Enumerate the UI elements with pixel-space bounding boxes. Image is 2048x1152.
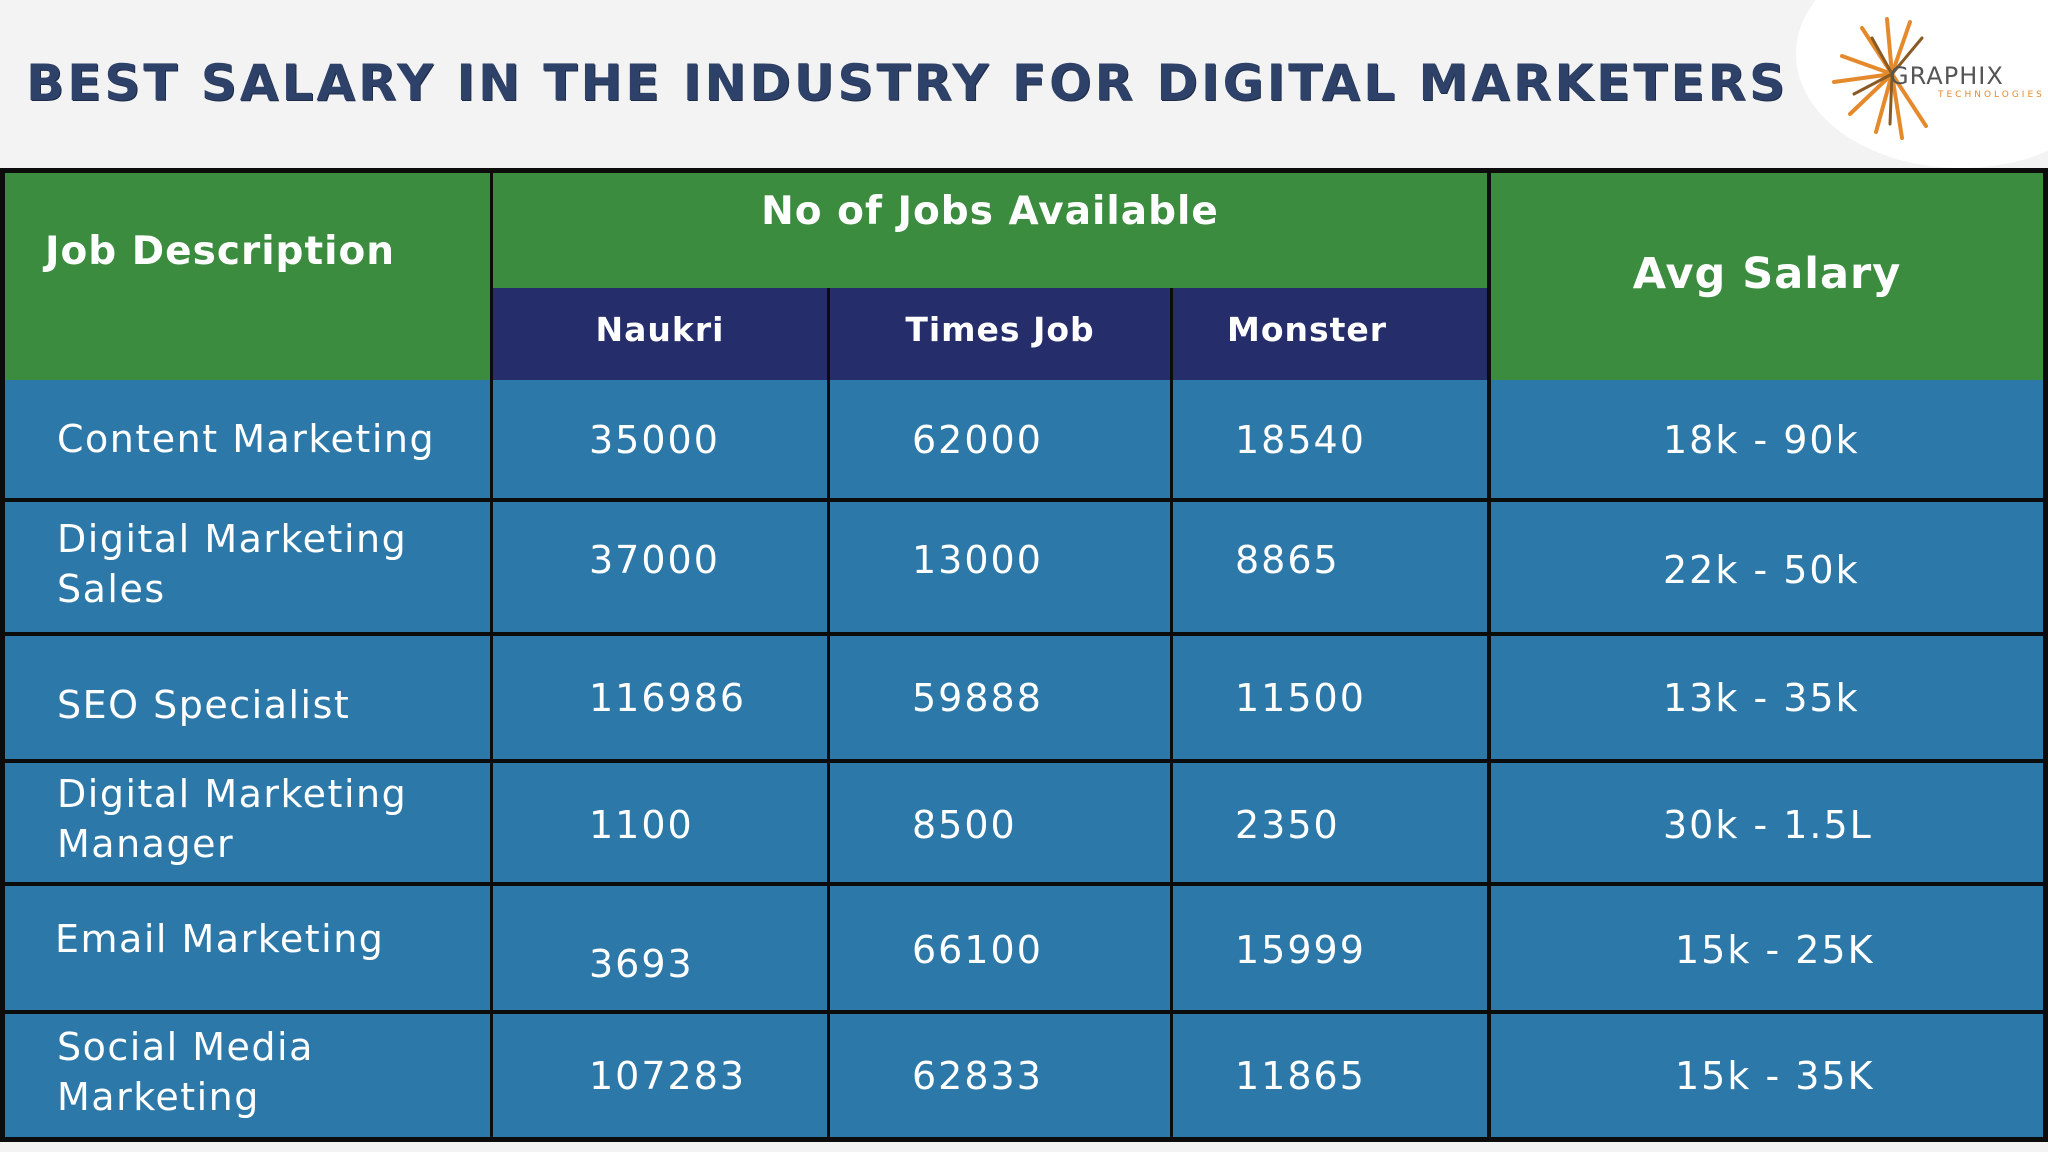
times-job-count-cell: 13000 xyxy=(830,502,1170,632)
avg-salary-value: 15k - 25K xyxy=(1675,928,1875,972)
monster-count-cell: 11500 xyxy=(1173,636,1487,759)
job-title: Content Marketing xyxy=(57,417,436,461)
times-job-count: 13000 xyxy=(912,538,1043,582)
naukri-count-cell: 107283 xyxy=(493,1014,827,1137)
jobs-available-header-cell: No of Jobs Available xyxy=(493,173,1487,288)
page-header: BEST SALARY IN THE INDUSTRY FOR DIGITAL … xyxy=(0,0,2048,168)
naukri-count-cell: 1100 xyxy=(493,763,827,882)
naukri-count-cell: 37000 xyxy=(493,502,827,632)
naukri-count: 3693 xyxy=(589,942,694,986)
avg-salary-cell: 13k - 35k xyxy=(1491,636,2043,759)
naukri-count-cell: 35000 xyxy=(493,380,827,498)
logo-subtext: TECHNOLOGIES xyxy=(1938,90,2045,100)
avg-salary-cell: 15k - 35K xyxy=(1491,1014,2043,1137)
job-title: Email Marketing xyxy=(55,917,385,961)
job-title: SEO Specialist xyxy=(57,683,351,727)
times-job-count: 59888 xyxy=(912,676,1043,720)
times-job-count-cell: 59888 xyxy=(830,636,1170,759)
monster-count-cell: 11865 xyxy=(1173,1014,1487,1137)
naukri-count: 116986 xyxy=(589,676,747,720)
times-job-count-cell: 62000 xyxy=(830,380,1170,498)
table-row-job-cell: Digital Marketing Manager xyxy=(5,763,490,882)
monster-count-cell: 18540 xyxy=(1173,380,1487,498)
logo-text: GRAPHIX xyxy=(1890,62,2004,90)
portal-header-monster: Monster xyxy=(1173,288,1487,380)
naukri-count: 1100 xyxy=(589,803,694,847)
avg-salary-cell: 15k - 25K xyxy=(1491,886,2043,1010)
avg-salary-cell: 30k - 1.5L xyxy=(1491,763,2043,882)
avg-salary-cell: 18k - 90k xyxy=(1491,380,2043,498)
monster-count: 11500 xyxy=(1235,676,1366,720)
avg-salary-cell: 22k - 50k xyxy=(1491,502,2043,632)
avg-salary-header: Avg Salary xyxy=(1632,249,1902,299)
monster-count: 11865 xyxy=(1235,1054,1366,1098)
monster-count: 8865 xyxy=(1235,538,1340,582)
sunburst-icon xyxy=(1832,17,1928,140)
times-job-count: 8500 xyxy=(912,803,1017,847)
times-job-count-cell: 62833 xyxy=(830,1014,1170,1137)
avg-salary-value: 30k - 1.5L xyxy=(1663,803,1873,847)
avg-salary-value: 18k - 90k xyxy=(1663,418,1860,462)
portal-header-naukri: Naukri xyxy=(493,288,827,380)
avg-salary-value: 22k - 50k xyxy=(1663,548,1860,592)
page-title: BEST SALARY IN THE INDUSTRY FOR DIGITAL … xyxy=(26,54,1788,112)
times-job-count: 66100 xyxy=(912,928,1043,972)
jobs-available-header: No of Jobs Available xyxy=(761,189,1219,234)
naukri-count: 107283 xyxy=(589,1054,747,1098)
monster-count: 18540 xyxy=(1235,418,1366,462)
naukri-count: 35000 xyxy=(589,418,720,462)
times-job-count: 62833 xyxy=(912,1054,1043,1098)
monster-count-cell: 15999 xyxy=(1173,886,1487,1010)
times-job-count: 62000 xyxy=(912,418,1043,462)
monster-count: 2350 xyxy=(1235,803,1340,847)
naukri-count-cell: 3693 xyxy=(493,886,827,1010)
table-row-job-cell: Email Marketing xyxy=(5,886,490,1010)
job-title: Digital Marketing Manager xyxy=(57,772,408,866)
portal-label: Naukri xyxy=(595,310,725,349)
monster-count-cell: 8865 xyxy=(1173,502,1487,632)
table-row-job-cell: Social Media Marketing xyxy=(5,1014,490,1137)
table-row-job-cell: Content Marketing xyxy=(5,380,490,498)
times-job-count-cell: 66100 xyxy=(830,886,1170,1010)
salary-table: Job Description No of Jobs Available Avg… xyxy=(0,168,2048,1142)
naukri-count: 37000 xyxy=(589,538,720,582)
job-title: Social Media Marketing xyxy=(57,1025,314,1119)
job-title: Digital Marketing Sales xyxy=(57,517,408,611)
naukri-count-cell: 116986 xyxy=(493,636,827,759)
job-description-header: Job Description xyxy=(45,229,396,274)
job-description-header-cell: Job Description xyxy=(5,173,490,380)
monster-count: 15999 xyxy=(1235,928,1366,972)
portal-label: Monster xyxy=(1227,310,1388,349)
table-row-job-cell: SEO Specialist xyxy=(5,636,490,759)
times-job-count-cell: 8500 xyxy=(830,763,1170,882)
portal-header-times-job: Times Job xyxy=(830,288,1170,380)
avg-salary-header-cell: Avg Salary xyxy=(1491,173,2043,380)
table-row-job-cell: Digital Marketing Sales xyxy=(5,502,490,632)
portal-label: Times Job xyxy=(905,310,1095,349)
monster-count-cell: 2350 xyxy=(1173,763,1487,882)
avg-salary-value: 15k - 35K xyxy=(1675,1054,1875,1098)
avg-salary-value: 13k - 35k xyxy=(1663,676,1860,720)
